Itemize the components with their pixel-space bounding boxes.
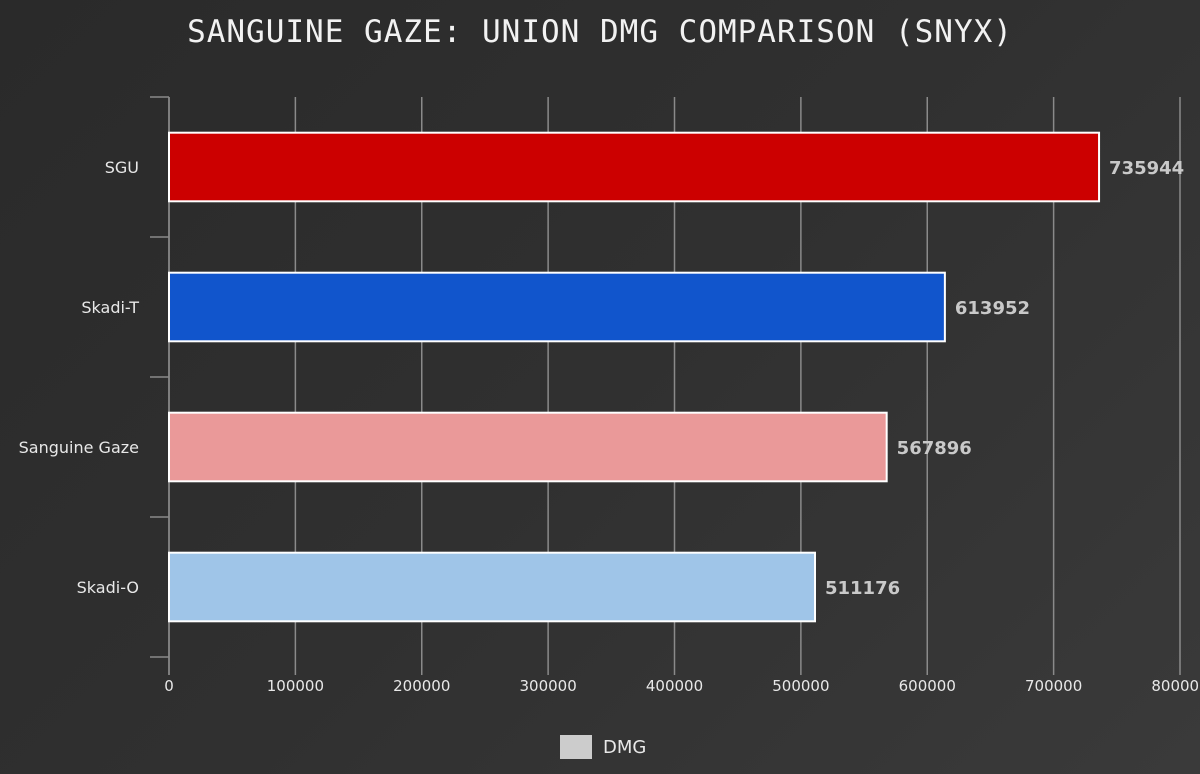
chart-title: SANGUINE GAZE: UNION DMG COMPARISON (SNY… (187, 14, 1013, 50)
data-label: 613952 (955, 298, 1030, 319)
x-tick-label: 600000 (899, 677, 956, 695)
bar-sgu (168, 131, 1101, 203)
legend-label-dmg: DMG (603, 736, 647, 758)
x-tick-label: 100000 (267, 677, 324, 695)
category-label: Skadi-O (77, 578, 139, 597)
data-label: 735944 (1109, 158, 1184, 179)
legend[interactable]: DMG (560, 735, 646, 759)
category-label: SGU (105, 158, 139, 177)
category-label: Skadi-T (81, 298, 139, 317)
x-tick-label: 700000 (1025, 677, 1082, 695)
x-tick-label: 300000 (519, 677, 576, 695)
category-label: Sanguine Gaze (19, 438, 139, 457)
bar-skadi-t (168, 271, 946, 343)
x-tick-label: 800000 (1151, 677, 1200, 695)
x-tick-label: 0 (164, 677, 174, 695)
bar-skadi-o (168, 551, 816, 623)
x-tick-label: 400000 (646, 677, 703, 695)
data-label: 567896 (897, 438, 972, 459)
legend-swatch (560, 735, 592, 759)
x-tick-label: 200000 (393, 677, 450, 695)
x-tick-label: 500000 (772, 677, 829, 695)
bar-sanguine-gaze (168, 411, 888, 483)
data-label: 511176 (825, 578, 900, 599)
